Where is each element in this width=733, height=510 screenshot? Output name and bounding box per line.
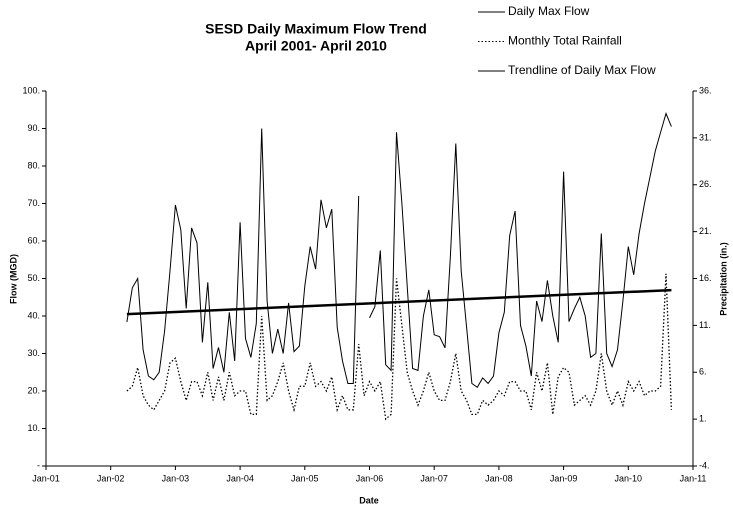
legend-label: Monthly Total Rainfall (508, 34, 622, 48)
x-tick-label: Jan-05 (291, 473, 319, 483)
x-tick-label: Jan-11 (680, 473, 707, 483)
y-tick-label: 50. (27, 273, 40, 283)
y2-tick-label: 26. (699, 179, 712, 189)
legend-label: Daily Max Flow (508, 4, 590, 18)
y2-tick-label: 11. (699, 320, 711, 330)
chart-title: SESD Daily Maximum Flow Trend (205, 21, 427, 37)
series-line (126, 288, 672, 316)
y-tick-label: 80. (27, 160, 40, 170)
x-tick-label: Jan-08 (485, 473, 513, 483)
y-tick-label: 60. (27, 235, 40, 245)
x-tick-label: Jan-01 (32, 473, 60, 483)
y-axis-title: Flow (MGD) (8, 254, 18, 304)
x-tick-label: Jan-10 (615, 473, 643, 483)
x-tick-label: Jan-06 (356, 473, 384, 483)
y2-tick-label: 1. (699, 414, 707, 424)
y-tick-label: 70. (27, 198, 40, 208)
x-tick-label: Jan-02 (97, 473, 125, 483)
y2-axis-title: Precipitation (in.) (718, 242, 728, 316)
y2-tick-label: 21. (699, 226, 712, 236)
y-tick-label: 90. (27, 123, 40, 133)
y-tick-label: 20. (27, 385, 40, 395)
y2-tick-label: 31. (699, 132, 712, 142)
y2-tick-label: 16. (699, 273, 712, 283)
y-tick-label: - (37, 460, 40, 470)
x-tick-label: Jan-09 (550, 473, 578, 483)
x-tick-label: Jan-07 (420, 473, 448, 483)
chart-subtitle: April 2001- April 2010 (245, 38, 387, 54)
x-axis-title: Date (359, 495, 379, 505)
y-tick-label: 40. (27, 310, 40, 320)
x-tick-label: Jan-03 (162, 473, 190, 483)
series-line (126, 111, 672, 389)
y2-tick-label: -4. (699, 460, 710, 470)
y-tick-label: 100. (22, 85, 40, 95)
legend-label: Trendline of Daily Max Flow (508, 63, 656, 77)
y-tick-label: 10. (27, 423, 40, 433)
x-tick-label: Jan-04 (226, 473, 254, 483)
y2-tick-label: 6. (699, 367, 707, 377)
y-tick-label: 30. (27, 348, 40, 358)
y2-tick-label: 36. (699, 85, 712, 95)
